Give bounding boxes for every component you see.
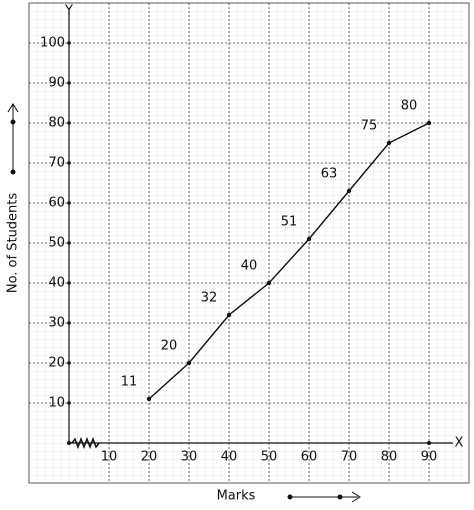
data-label: 20 [161,339,178,354]
data-label: 40 [241,259,258,274]
x-tick-label: 10 [101,450,118,465]
x-tick-label: 60 [301,450,318,465]
x-tick-label: 40 [221,450,238,465]
x-tick-label: 30 [181,450,198,465]
x-axis-label: Marks [217,489,256,504]
data-line [148,122,430,400]
x-end-dot [427,441,431,445]
data-point [386,140,392,146]
data-point [226,312,232,318]
y-tick-label: 70 [48,156,65,171]
x-tick-label: 70 [341,450,358,465]
y-tick-label: 60 [48,196,65,211]
data-label: 80 [401,99,418,114]
y-tick-label: 30 [48,316,65,331]
y-tick-label: 40 [48,276,65,291]
data-point [346,188,352,194]
data-label: 63 [321,167,338,182]
y-tick-label: 50 [48,236,65,251]
major-grid [29,3,469,483]
data-label: 32 [201,291,218,306]
y-tick-label: 20 [48,356,65,371]
x-tick-label: 20 [141,450,158,465]
y-axis-name: Y [64,4,73,19]
y-label-arrow [7,103,19,175]
data-label: 51 [281,215,298,230]
data-point [426,120,432,126]
x-axis-name: X [455,436,464,451]
x-tick-label: 50 [261,450,278,465]
data-label: 11 [121,375,138,390]
x-tick-label: 90 [421,450,438,465]
data-point [266,280,272,286]
y-tick-label: 100 [40,36,65,51]
x-label-arrow [287,491,361,503]
y-tick-label: 10 [48,396,65,411]
y-tick-label: 80 [48,116,65,131]
data-point [146,396,152,402]
origin-dot [67,441,71,445]
y-axis-label: No. of Students [6,193,21,294]
data-point [306,236,312,242]
y-tick-label: 90 [48,76,65,91]
data-label: 75 [361,119,378,134]
x-tick-label: 80 [381,450,398,465]
data-point [186,360,192,366]
